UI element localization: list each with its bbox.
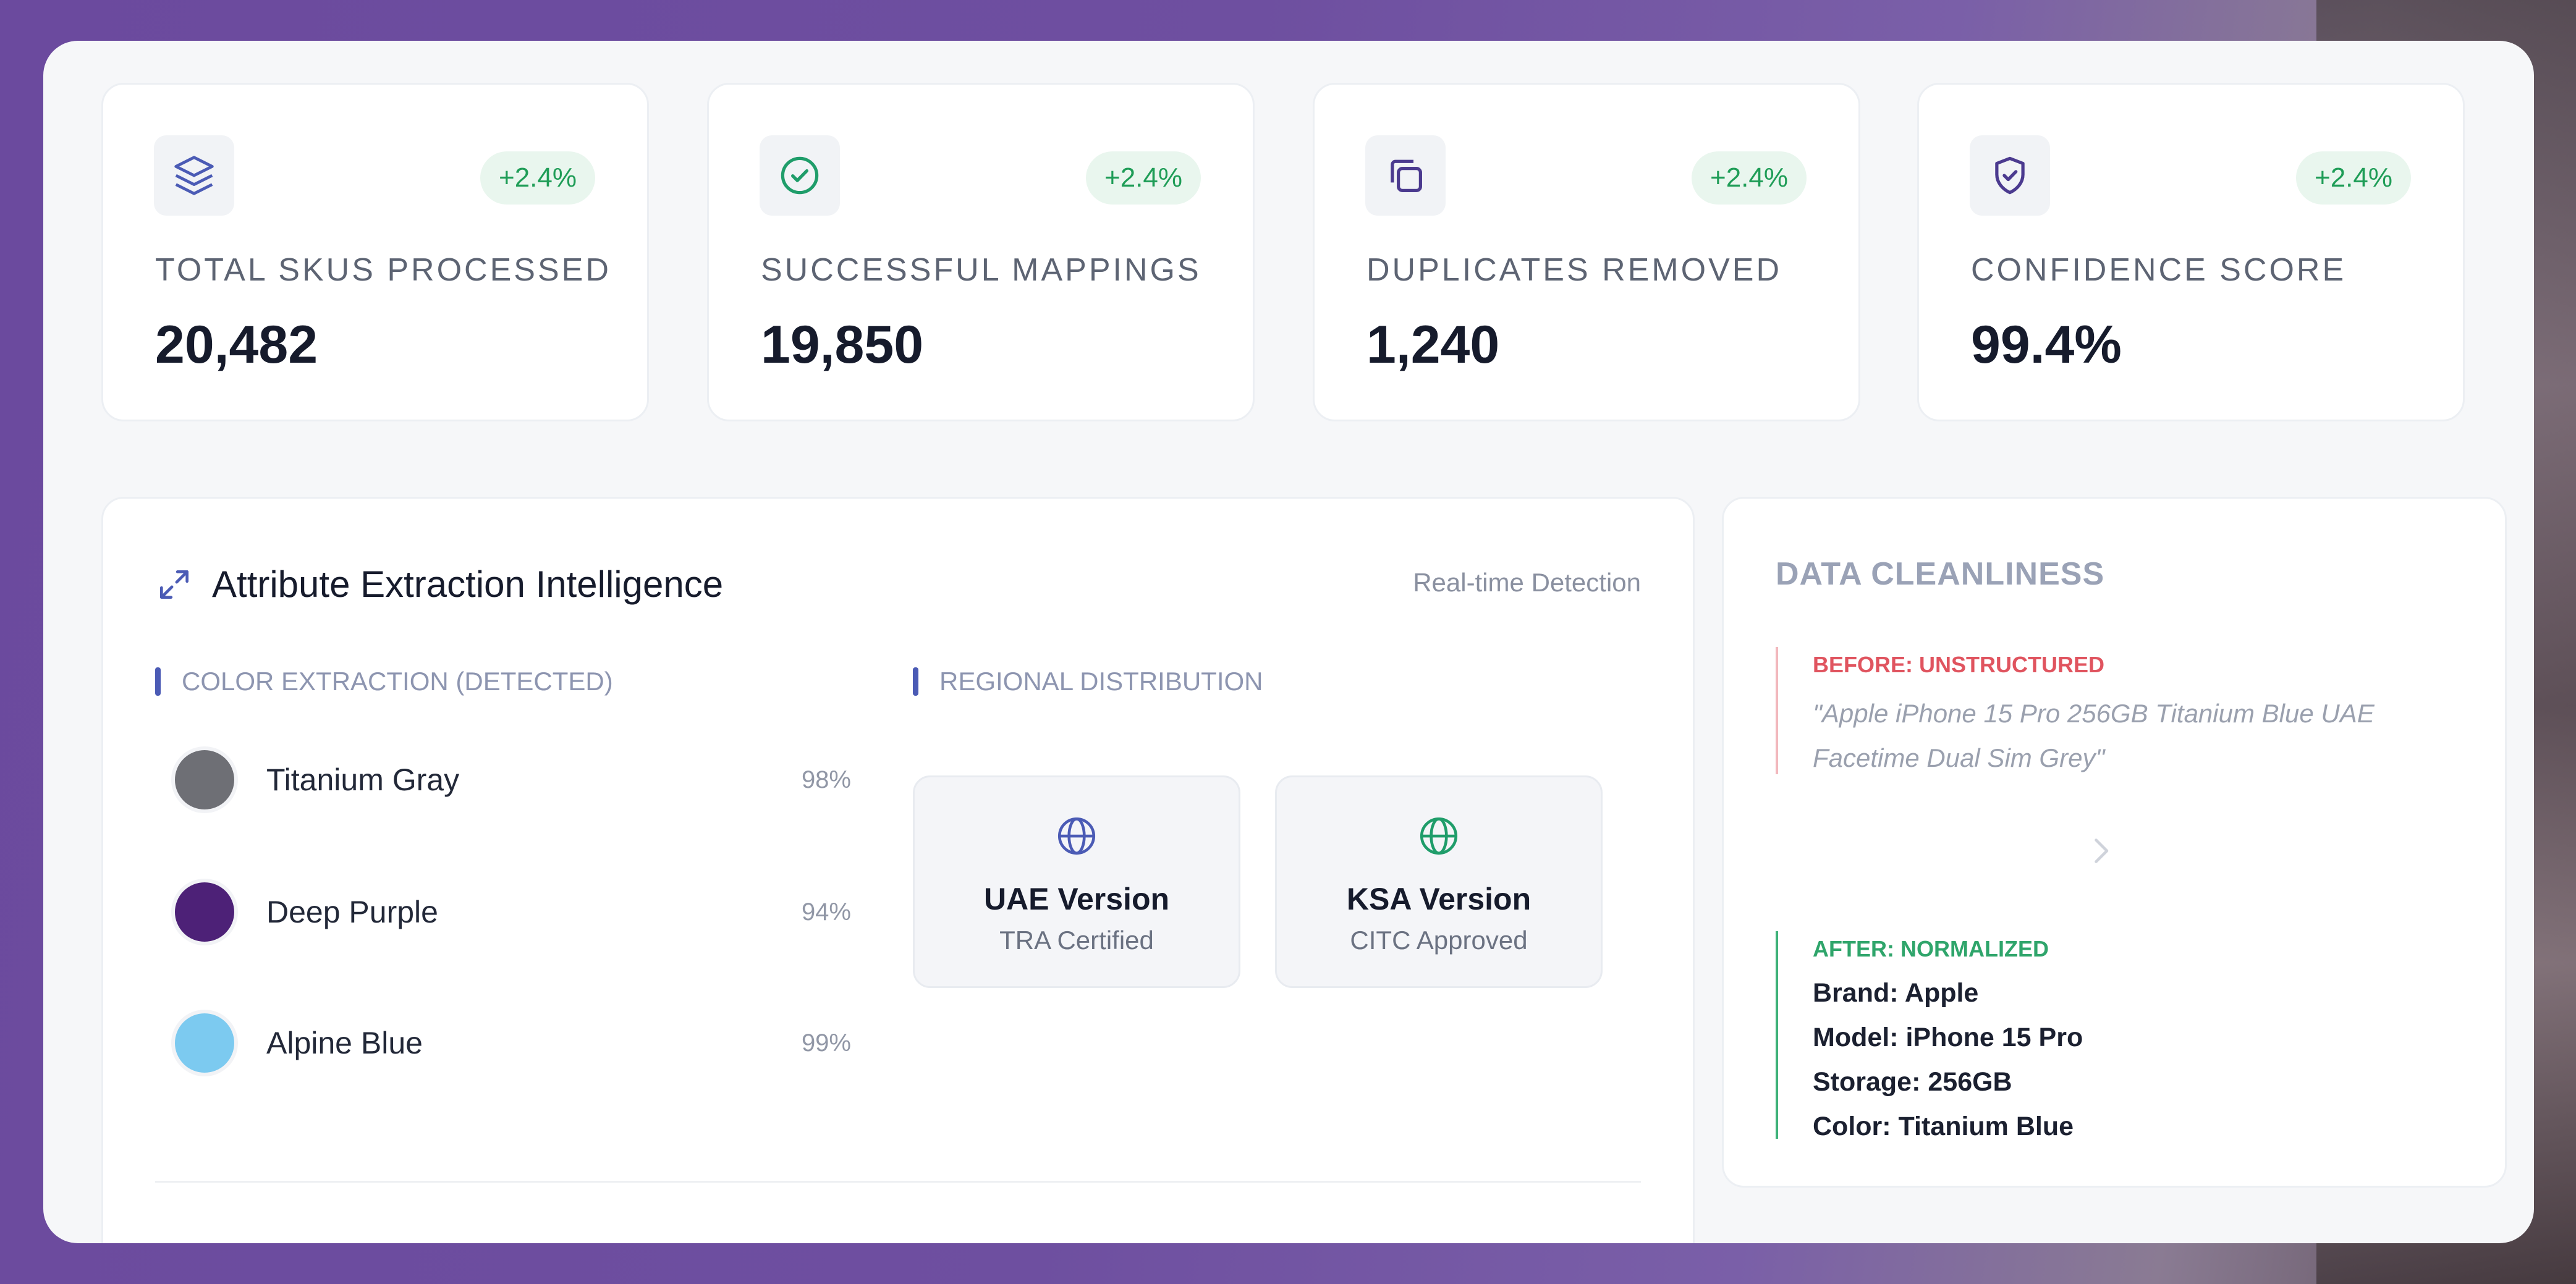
check-circle-icon bbox=[760, 135, 840, 216]
region-card-uae[interactable]: UAE Version TRA Certified bbox=[913, 775, 1240, 988]
section-title: REGIONAL DISTRIBUTION bbox=[939, 667, 1263, 696]
data-cleanliness-panel: DATA CLEANLINESS BEFORE: UNSTRUCTURED "A… bbox=[1722, 497, 2507, 1188]
trend-badge: +2.4% bbox=[1086, 151, 1201, 205]
panel-title: Attribute Extraction Intelligence bbox=[212, 564, 724, 605]
dashboard-window: +2.4% TOTAL SKUS PROCESSED 20,482 +2.4% … bbox=[43, 41, 2534, 1243]
region-status: CITC Approved bbox=[1350, 926, 1528, 955]
stat-card-confidence-score: +2.4% CONFIDENCE SCORE 99.4% bbox=[1917, 83, 2465, 421]
color-name: Titanium Gray bbox=[266, 762, 460, 797]
color-confidence: 94% bbox=[801, 898, 851, 926]
stat-value: 20,482 bbox=[155, 315, 318, 374]
status-text: Real-time Detection bbox=[1413, 568, 1641, 597]
color-extraction-heading: COLOR EXTRACTION (DETECTED) bbox=[155, 667, 613, 696]
panel-title: DATA CLEANLINESS bbox=[1776, 556, 2105, 592]
color-name: Alpine Blue bbox=[266, 1026, 423, 1060]
color-confidence: 98% bbox=[801, 766, 851, 793]
after-block: AFTER: NORMALIZED Brand: Apple Model: iP… bbox=[1776, 931, 2468, 1141]
trend-badge: +2.4% bbox=[1692, 151, 1807, 205]
stat-label: TOTAL SKUS PROCESSED bbox=[155, 252, 611, 288]
divider bbox=[155, 1181, 1641, 1183]
stat-value: 19,850 bbox=[761, 315, 924, 374]
normalized-field: Storage: 256GB bbox=[1813, 1067, 2012, 1097]
stat-card-total-skus: +2.4% TOTAL SKUS PROCESSED 20,482 bbox=[101, 83, 649, 421]
stat-card-duplicates-removed: +2.4% DUPLICATES REMOVED 1,240 bbox=[1313, 83, 1860, 421]
globe-icon bbox=[1057, 817, 1096, 855]
shield-check-icon bbox=[1970, 135, 2050, 216]
section-accent-bar bbox=[913, 667, 918, 696]
stat-value: 1,240 bbox=[1366, 315, 1500, 374]
before-block: BEFORE: UNSTRUCTURED "Apple iPhone 15 Pr… bbox=[1776, 647, 2468, 774]
layers-icon bbox=[154, 135, 234, 216]
raw-text-line: "Apple iPhone 15 Pro 256GB Titanium Blue… bbox=[1813, 699, 2375, 728]
chevron-right-icon bbox=[2095, 838, 2109, 863]
trend-badge: +2.4% bbox=[480, 151, 595, 205]
region-name: UAE Version bbox=[983, 882, 1170, 916]
color-swatch bbox=[171, 879, 238, 945]
normalized-field: Color: Titanium Blue bbox=[1813, 1112, 2074, 1141]
globe-icon bbox=[1420, 817, 1458, 855]
normalized-field: Model: iPhone 15 Pro bbox=[1813, 1023, 2083, 1052]
raw-text-line: Facetime Dual Sim Grey" bbox=[1813, 743, 2105, 772]
stat-label: DUPLICATES REMOVED bbox=[1366, 252, 1782, 288]
copy-icon bbox=[1365, 135, 1446, 216]
before-label: BEFORE: UNSTRUCTURED bbox=[1813, 652, 2104, 677]
attribute-extraction-panel: Attribute Extraction Intelligence Real-t… bbox=[101, 497, 1695, 1243]
region-name: KSA Version bbox=[1346, 882, 1532, 916]
color-item: Deep Purple 94% bbox=[171, 878, 851, 946]
panel-header: Attribute Extraction Intelligence bbox=[155, 563, 723, 606]
color-item: Alpine Blue 99% bbox=[171, 1009, 851, 1077]
color-item: Titanium Gray 98% bbox=[171, 746, 851, 814]
normalized-field: Brand: Apple bbox=[1813, 978, 1979, 1008]
region-card-ksa[interactable]: KSA Version CITC Approved bbox=[1275, 775, 1603, 988]
raw-text: "Apple iPhone 15 Pro 256GB Titanium Blue… bbox=[1813, 691, 2468, 780]
after-label: AFTER: NORMALIZED bbox=[1813, 936, 2049, 961]
color-swatch bbox=[171, 746, 238, 813]
expand-icon[interactable] bbox=[155, 565, 193, 604]
section-title: COLOR EXTRACTION (DETECTED) bbox=[182, 667, 613, 696]
color-name: Deep Purple bbox=[266, 895, 438, 929]
stat-card-successful-mappings: +2.4% SUCCESSFUL MAPPINGS 19,850 bbox=[707, 83, 1255, 421]
regional-distribution-heading: REGIONAL DISTRIBUTION bbox=[913, 667, 1263, 696]
trend-badge: +2.4% bbox=[2296, 151, 2411, 205]
stat-value: 99.4% bbox=[1971, 315, 2122, 374]
region-status: TRA Certified bbox=[999, 926, 1154, 955]
color-swatch bbox=[171, 1010, 238, 1076]
normalized-fields: Brand: Apple Model: iPhone 15 Pro Storag… bbox=[1813, 971, 2468, 1149]
section-accent-bar bbox=[155, 667, 161, 696]
stat-label: SUCCESSFUL MAPPINGS bbox=[761, 252, 1201, 288]
color-confidence: 99% bbox=[801, 1029, 851, 1057]
stat-label: CONFIDENCE SCORE bbox=[1971, 252, 2347, 288]
